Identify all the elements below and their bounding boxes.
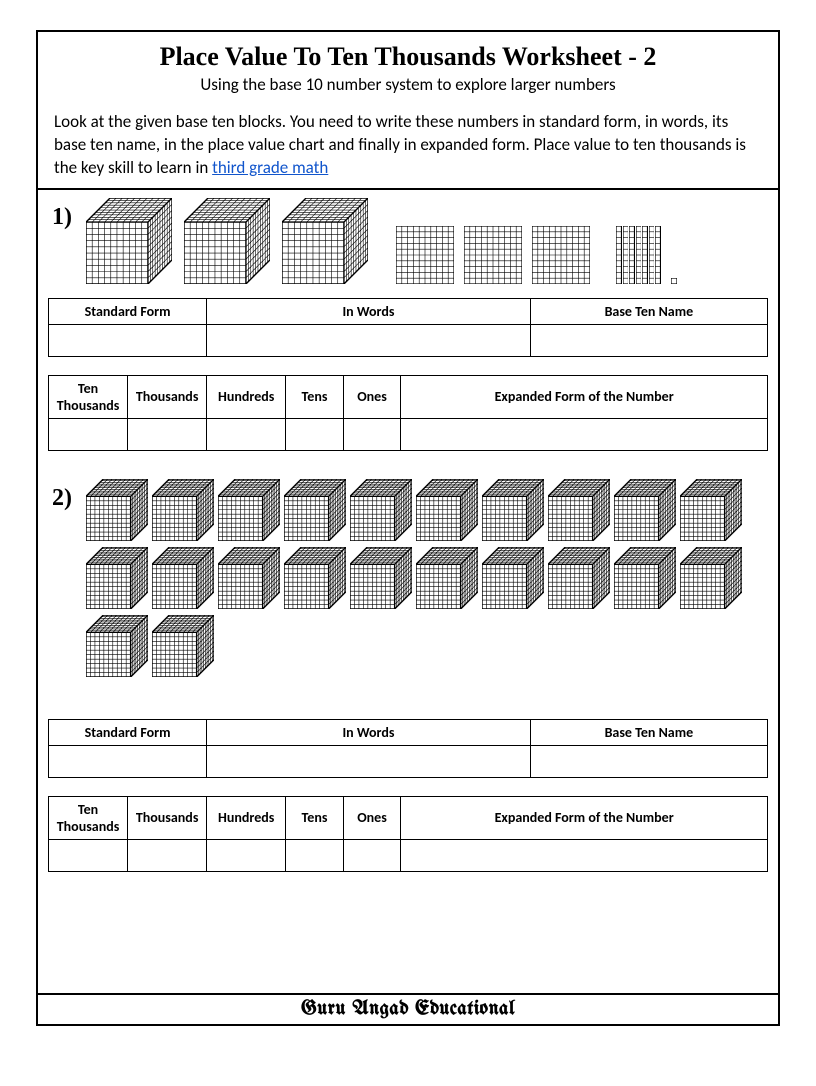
- hundred-flat-icon: [396, 226, 454, 284]
- header-ones: Ones: [343, 375, 401, 418]
- header-standard-form: Standard Form: [49, 298, 207, 324]
- header-ten-thousands: Ten Thousands: [49, 375, 128, 418]
- header-expanded-form: Expanded Form of the Number: [401, 796, 768, 839]
- answer-cell[interactable]: [128, 418, 207, 450]
- thousand-cube-icon: [86, 615, 148, 677]
- problem-2: 2): [38, 459, 778, 681]
- answer-cell[interactable]: [401, 839, 768, 871]
- place-value-table: Ten Thousands Thousands Hundreds Tens On…: [48, 375, 768, 451]
- answer-cell[interactable]: [49, 418, 128, 450]
- header: Place Value To Ten Thousands Worksheet -…: [38, 32, 778, 107]
- problem-1: 1): [38, 190, 778, 288]
- answer-cell[interactable]: [343, 418, 401, 450]
- header-expanded-form: Expanded Form of the Number: [401, 375, 768, 418]
- thousand-cube-icon: [482, 547, 544, 609]
- standard-form-table: Standard Form In Words Base Ten Name: [48, 719, 768, 778]
- footer-credit: Guru Angad Educational: [38, 993, 778, 1024]
- answer-cell[interactable]: [530, 745, 767, 777]
- thousand-cube-icon: [680, 479, 742, 541]
- hundred-flat-icon: [464, 226, 522, 284]
- instructions-text: Look at the given base ten blocks. You n…: [54, 111, 746, 178]
- answer-cell[interactable]: [207, 418, 286, 450]
- header-ones: Ones: [343, 796, 401, 839]
- header-thousands: Thousands: [128, 796, 207, 839]
- header-ten-thousands: Ten Thousands: [49, 796, 128, 839]
- thousand-cube-icon: [680, 547, 742, 609]
- thousand-cube-icon: [548, 547, 610, 609]
- page-subtitle: Using the base 10 number system to explo…: [58, 74, 758, 95]
- header-tens: Tens: [286, 375, 344, 418]
- answer-cell[interactable]: [207, 745, 531, 777]
- worksheet-page: Place Value To Ten Thousands Worksheet -…: [36, 30, 780, 1026]
- answer-cell[interactable]: [49, 324, 207, 356]
- thousand-cube-icon: [284, 479, 346, 541]
- thousand-cube-icon: [218, 547, 280, 609]
- answer-cell[interactable]: [286, 839, 344, 871]
- thousand-cube-icon: [614, 479, 676, 541]
- thousand-cube-icon: [152, 479, 214, 541]
- answer-cell[interactable]: [286, 418, 344, 450]
- header-hundreds: Hundreds: [207, 796, 286, 839]
- problem-number: 2): [46, 479, 86, 512]
- answer-cell[interactable]: [128, 839, 207, 871]
- thousand-cube-icon: [482, 479, 544, 541]
- thousand-cube-icon: [184, 198, 270, 284]
- thousand-cube-icon: [86, 547, 148, 609]
- thousand-cube-icon: [282, 198, 368, 284]
- thousand-cube-icon: [350, 479, 412, 541]
- header-base-ten-name: Base Ten Name: [530, 298, 767, 324]
- header-standard-form: Standard Form: [49, 719, 207, 745]
- standard-form-table: Standard Form In Words Base Ten Name: [48, 298, 768, 357]
- header-hundreds: Hundreds: [207, 375, 286, 418]
- place-value-table: Ten Thousands Thousands Hundreds Tens On…: [48, 796, 768, 872]
- hundred-flat-icon: [532, 226, 590, 284]
- ten-rod-icon: [623, 226, 629, 284]
- ten-rod-icon: [642, 226, 648, 284]
- header-base-ten-name: Base Ten Name: [530, 719, 767, 745]
- ten-rod-icon: [636, 226, 642, 284]
- answer-cell[interactable]: [530, 324, 767, 356]
- one-unit-icon: [671, 278, 677, 284]
- thousand-cube-icon: [284, 547, 346, 609]
- instructions: Look at the given base ten blocks. You n…: [38, 107, 778, 188]
- answer-cell[interactable]: [401, 418, 768, 450]
- ten-rod-icon: [616, 226, 622, 284]
- header-in-words: In Words: [207, 298, 531, 324]
- ten-rod-icon: [629, 226, 635, 284]
- answer-cell[interactable]: [343, 839, 401, 871]
- ten-rod-icon: [649, 226, 655, 284]
- problem-number: 1): [46, 198, 86, 231]
- base-ten-blocks: [86, 479, 770, 677]
- thousand-cube-icon: [416, 479, 478, 541]
- thousand-cube-icon: [548, 479, 610, 541]
- answer-cell[interactable]: [49, 839, 128, 871]
- thousand-cube-icon: [86, 198, 172, 284]
- ten-rod-icon: [655, 226, 661, 284]
- header-tens: Tens: [286, 796, 344, 839]
- thousand-cube-icon: [614, 547, 676, 609]
- thousand-cube-icon: [350, 547, 412, 609]
- header-thousands: Thousands: [128, 375, 207, 418]
- base-ten-blocks: [86, 198, 770, 284]
- answer-cell[interactable]: [207, 839, 286, 871]
- thousand-cube-icon: [152, 615, 214, 677]
- thousand-cube-icon: [218, 479, 280, 541]
- thousand-cube-icon: [86, 479, 148, 541]
- answer-cell[interactable]: [207, 324, 531, 356]
- third-grade-math-link[interactable]: third grade math: [212, 157, 328, 178]
- thousand-cube-icon: [152, 547, 214, 609]
- header-in-words: In Words: [207, 719, 531, 745]
- answer-cell[interactable]: [49, 745, 207, 777]
- thousand-cube-icon: [416, 547, 478, 609]
- page-title: Place Value To Ten Thousands Worksheet -…: [58, 42, 758, 72]
